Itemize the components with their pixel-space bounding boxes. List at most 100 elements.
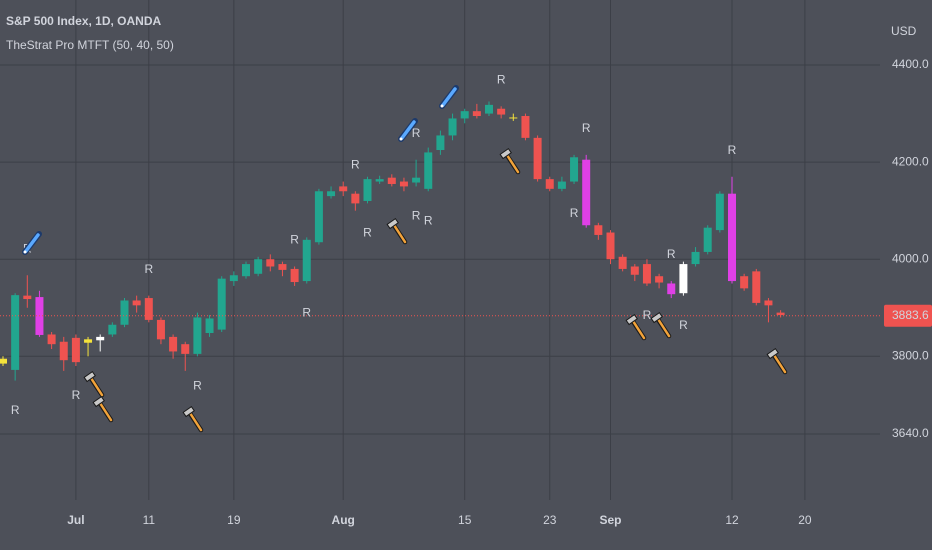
marker-label: R xyxy=(193,378,202,392)
candle-body xyxy=(752,271,761,303)
candle-body xyxy=(229,275,238,282)
candle-body xyxy=(521,116,530,138)
hammer-handle-fill xyxy=(505,153,520,174)
candle-body xyxy=(412,177,421,183)
hammer-head xyxy=(766,347,779,360)
candle-body xyxy=(606,232,615,260)
y-tick-label: 3640.0 xyxy=(892,426,929,440)
candle-body xyxy=(84,339,93,343)
candle-body xyxy=(715,193,724,231)
x-tick-label: 19 xyxy=(227,513,241,527)
candle-body xyxy=(327,191,336,197)
candle-body xyxy=(764,300,773,306)
candle-body xyxy=(205,318,214,334)
hammer-handle-fill xyxy=(98,401,113,422)
marker-label: R xyxy=(351,157,360,171)
hammer-icon xyxy=(766,347,788,375)
pen-fill xyxy=(24,233,40,253)
pen-tip xyxy=(440,104,444,108)
candle-body xyxy=(71,337,80,363)
x-tick-label: Jul xyxy=(67,513,84,527)
x-tick-label: 15 xyxy=(458,513,472,527)
pen-icon xyxy=(22,231,42,255)
candle-body xyxy=(545,179,554,189)
candle-body xyxy=(533,137,542,180)
candle-body xyxy=(351,193,360,204)
candle-body xyxy=(472,111,481,117)
candle-body xyxy=(59,341,68,361)
candle-body xyxy=(630,266,639,275)
candle-body xyxy=(375,179,384,182)
candle-body xyxy=(290,268,299,283)
x-tick-label: 12 xyxy=(725,513,739,527)
candle-body xyxy=(132,300,141,306)
hammer-handle-fill xyxy=(631,319,646,340)
plot xyxy=(0,101,785,381)
candle-body xyxy=(424,152,433,189)
chart-title: S&P 500 Index, 1D, OANDA xyxy=(6,14,161,28)
candle-body xyxy=(278,264,287,270)
hammer-icon xyxy=(650,311,672,339)
candle-body xyxy=(156,319,165,340)
pen-tip xyxy=(23,250,27,254)
marker-label: R xyxy=(728,143,737,157)
y-tick-label: 4400.0 xyxy=(892,57,929,71)
x-tick-label: Aug xyxy=(332,513,355,527)
hammer-head xyxy=(386,217,399,230)
hammer-icon xyxy=(625,313,647,341)
pen-icon xyxy=(439,85,459,109)
candle-body xyxy=(509,117,518,119)
candle-body xyxy=(557,181,566,189)
hammer-head xyxy=(182,405,195,418)
y-tick-label: 4000.0 xyxy=(892,251,929,265)
pen-tip xyxy=(399,137,403,141)
candle-body xyxy=(594,225,603,235)
candle-body xyxy=(460,111,469,119)
hammer-handle-fill xyxy=(392,223,407,244)
indicator-label: TheStrat Pro MTFT (50, 40, 50) xyxy=(6,38,174,52)
candle-body xyxy=(703,227,712,252)
candle-body xyxy=(691,251,700,265)
candle-body xyxy=(655,276,664,283)
candle-body xyxy=(181,344,190,354)
candle-body xyxy=(667,283,676,295)
candle-body xyxy=(23,295,32,300)
candle-body xyxy=(96,336,105,341)
hammer-head xyxy=(650,311,663,324)
candle-body xyxy=(169,336,178,352)
candle-body xyxy=(387,177,396,184)
candle-body xyxy=(448,118,457,136)
marker-label: R xyxy=(72,388,81,402)
candle-body xyxy=(740,276,749,289)
candle-body xyxy=(0,358,7,364)
pen-fill xyxy=(441,87,457,107)
candle-body xyxy=(399,181,408,187)
candle-body xyxy=(363,179,372,201)
candle-body xyxy=(570,157,579,182)
candle-body xyxy=(642,264,651,284)
candle-body xyxy=(679,264,688,294)
pen-fill xyxy=(400,120,416,140)
x-tick-label: 23 xyxy=(543,513,557,527)
candle-body xyxy=(217,278,226,330)
marker-label: R xyxy=(412,209,421,223)
hammer-handle-fill xyxy=(188,411,203,432)
hammer-icon xyxy=(182,405,204,433)
x-tick-label: Sep xyxy=(599,513,621,527)
hammer-icon xyxy=(83,370,105,398)
candle-body xyxy=(254,259,263,274)
hammer-head xyxy=(499,147,512,160)
hammer-head xyxy=(625,313,638,326)
candle-body xyxy=(47,334,56,345)
marker-label: R xyxy=(570,206,579,220)
candle-body xyxy=(11,295,20,370)
candle-body xyxy=(242,264,250,277)
hammer-icon xyxy=(386,217,408,245)
candle-body xyxy=(436,135,445,150)
candle-body xyxy=(108,324,117,335)
marker-label: R xyxy=(290,233,299,247)
marker-label: R xyxy=(144,262,153,276)
marker-label: R xyxy=(582,121,591,135)
